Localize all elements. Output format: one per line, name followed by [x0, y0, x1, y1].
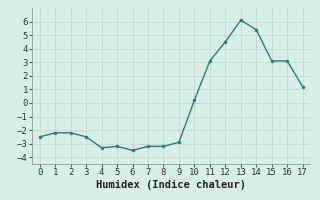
- X-axis label: Humidex (Indice chaleur): Humidex (Indice chaleur): [96, 180, 246, 190]
